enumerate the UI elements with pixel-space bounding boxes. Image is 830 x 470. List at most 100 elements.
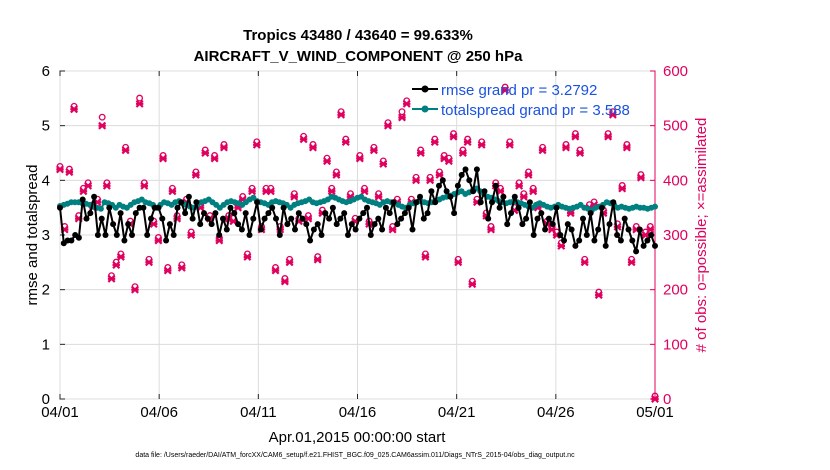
data-point <box>91 193 98 200</box>
data-point <box>189 215 196 222</box>
right-y-tick-label: 400 <box>663 172 688 189</box>
data-point <box>135 99 144 108</box>
data-point <box>148 215 154 222</box>
data-point <box>75 234 82 241</box>
data-point <box>466 177 473 184</box>
data-point <box>526 199 533 206</box>
data-point <box>646 225 655 234</box>
data-point <box>130 285 139 294</box>
data-point <box>463 138 472 147</box>
data-point <box>485 215 492 222</box>
data-point <box>280 277 289 286</box>
left-y-axis: 0 1 2 3 4 5 6 <box>42 63 65 408</box>
data-point <box>170 232 177 238</box>
data-point <box>313 255 322 264</box>
right-y-tick-label: 300 <box>663 227 688 244</box>
right-y-axis-label: # of obs: o=possible; ×=assimilated <box>693 118 710 353</box>
right-y-tick-label: 100 <box>663 336 688 353</box>
data-point <box>112 261 121 270</box>
data-point <box>394 221 401 228</box>
data-point <box>299 215 306 222</box>
data-point <box>388 225 397 234</box>
data-point <box>587 210 594 217</box>
data-point <box>519 192 528 201</box>
x-tick-label: 04/26 <box>537 404 575 421</box>
data-point <box>149 220 158 229</box>
data-point <box>288 215 295 222</box>
data-point <box>327 187 336 196</box>
data-point <box>443 188 450 195</box>
left-y-tick-label: 5 <box>42 118 50 135</box>
data-point <box>337 215 344 222</box>
data-point <box>451 210 458 217</box>
data-point <box>107 274 116 283</box>
x-tick-label: 04/11 <box>240 404 276 421</box>
data-point <box>417 193 423 200</box>
data-point <box>345 232 351 238</box>
data-point <box>341 210 348 217</box>
data-point <box>261 215 268 222</box>
data-point <box>421 252 430 261</box>
data-point <box>242 210 249 217</box>
data-point <box>534 215 541 222</box>
data-point <box>470 188 477 195</box>
right-y-axis: 0 100 200 300 400 500 600 <box>650 63 688 408</box>
data-point <box>401 210 408 217</box>
data-point <box>56 165 64 174</box>
data-point <box>621 215 628 222</box>
data-point <box>97 205 104 212</box>
data-point <box>68 237 75 244</box>
data-point <box>276 232 283 238</box>
data-point <box>129 232 135 238</box>
chart-title-line2: AIRCRAFT_V_WIND_COMPONENT @ 250 hPa <box>194 48 524 65</box>
data-point <box>191 170 200 179</box>
x-axis-label: Apr.01,2015 00:00:00 start <box>269 429 447 446</box>
legend-totalspread: totalspread grand pr = 3.588 <box>412 102 630 119</box>
data-point <box>83 215 90 222</box>
data-point <box>481 188 488 195</box>
data-point <box>238 226 245 233</box>
data-point <box>473 166 480 173</box>
data-point <box>508 210 514 217</box>
data-point <box>529 187 538 196</box>
left-y-axis-label: rmse and totalspread <box>24 165 41 306</box>
data-point <box>57 204 63 211</box>
data-point <box>382 204 389 211</box>
data-point <box>163 266 172 275</box>
data-point <box>106 204 113 211</box>
data-point <box>580 215 586 222</box>
data-point <box>125 221 132 228</box>
data-point <box>248 187 257 196</box>
data-point <box>413 199 420 206</box>
series-rmse <box>57 166 658 255</box>
data-point <box>333 221 340 228</box>
data-point <box>102 181 111 190</box>
data-point <box>383 121 392 130</box>
data-point <box>356 215 363 222</box>
data-point <box>557 241 566 250</box>
data-point <box>155 204 162 211</box>
data-point <box>501 86 510 95</box>
data-point <box>398 215 405 222</box>
data-point <box>583 232 590 238</box>
legend-totalspread-label: totalspread grand pr = 3.588 <box>441 102 630 119</box>
data-point <box>496 204 503 211</box>
data-point <box>409 226 416 233</box>
data-point <box>295 210 302 217</box>
data-point <box>580 258 589 267</box>
data-point <box>87 210 94 217</box>
data-point <box>367 232 374 238</box>
data-point <box>98 121 107 130</box>
data-point <box>386 210 393 217</box>
data-point <box>602 242 609 249</box>
data-point <box>447 193 454 200</box>
data-point <box>651 395 659 403</box>
data-point <box>432 199 439 206</box>
data-point <box>271 266 280 275</box>
data-point <box>379 159 388 168</box>
data-point <box>562 143 570 152</box>
data-point <box>166 221 173 228</box>
data-point <box>254 199 261 206</box>
data-point <box>273 215 279 222</box>
data-point <box>121 237 128 244</box>
